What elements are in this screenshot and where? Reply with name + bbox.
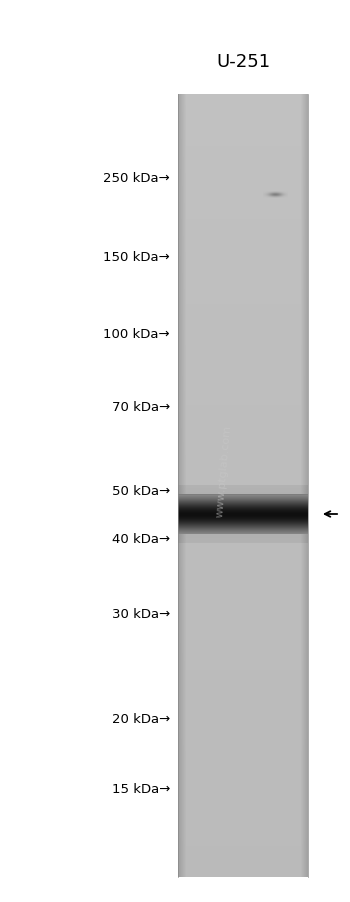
Text: 20 kDa→: 20 kDa→ <box>112 713 170 726</box>
Text: 70 kDa→: 70 kDa→ <box>112 401 170 414</box>
Text: U-251: U-251 <box>216 53 270 71</box>
Text: 100 kDa→: 100 kDa→ <box>103 328 170 341</box>
Text: 40 kDa→: 40 kDa→ <box>112 533 170 546</box>
Text: 250 kDa→: 250 kDa→ <box>103 171 170 184</box>
Text: 15 kDa→: 15 kDa→ <box>112 783 170 796</box>
Text: www.ptglab.com: www.ptglab.com <box>215 424 232 517</box>
Text: 150 kDa→: 150 kDa→ <box>103 252 170 264</box>
Text: 30 kDa→: 30 kDa→ <box>112 608 170 621</box>
Text: 50 kDa→: 50 kDa→ <box>112 485 170 498</box>
